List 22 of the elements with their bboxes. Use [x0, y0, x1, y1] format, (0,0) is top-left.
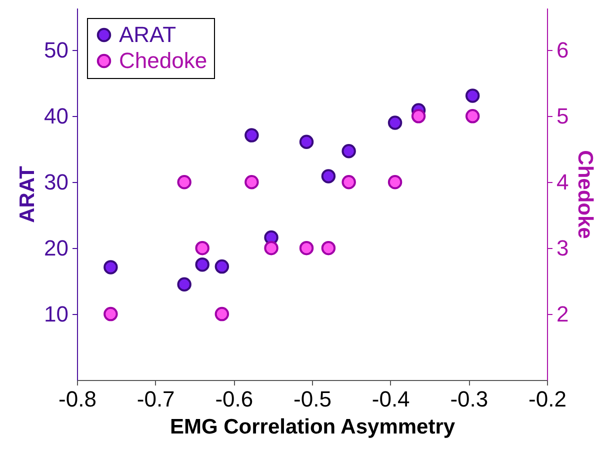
y2-tick-label: 2: [556, 302, 569, 327]
y-tick-label: 40: [44, 104, 68, 129]
y-tick-label: 10: [44, 302, 68, 327]
x-axis-title: EMG Correlation Asymmetry: [170, 416, 456, 438]
y-tick-label: 50: [44, 38, 68, 63]
x-tick-label: -0.6: [215, 386, 254, 412]
y2-axis-title: Chedoke: [574, 150, 596, 239]
x-tick-label: -0.8: [58, 386, 96, 412]
x-tick-label: -0.7: [136, 386, 175, 412]
x-tick-label: -0.2: [528, 386, 566, 412]
y2-tick-label: 3: [556, 236, 569, 261]
y2-tick-label: 6: [556, 38, 569, 63]
x-tick-label: -0.3: [450, 386, 488, 412]
x-tick-label: -0.4: [372, 386, 410, 412]
y-tick-label: 30: [44, 170, 68, 195]
y2-tick-label: 5: [556, 104, 569, 129]
y-tick-label: 20: [44, 236, 68, 261]
legend-label: ARAT: [119, 22, 176, 47]
y-axis-title: ARAT: [16, 166, 40, 223]
legend-label: Chedoke: [119, 48, 208, 73]
x-tick-label: -0.5: [294, 386, 332, 412]
y2-tick-label: 4: [556, 170, 569, 195]
